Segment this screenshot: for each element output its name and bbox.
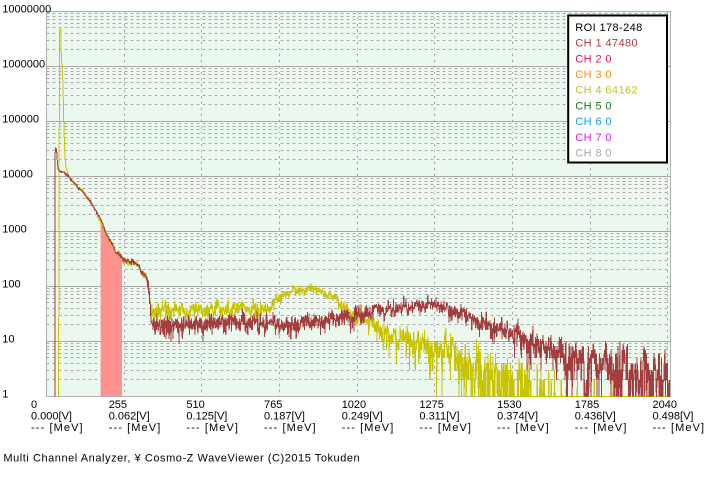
- svg-text:--- [MeV]: --- [MeV]: [419, 422, 472, 434]
- svg-text:--- [MeV]: --- [MeV]: [264, 422, 317, 434]
- svg-text:510: 510: [186, 399, 204, 411]
- svg-text:0.374[V]: 0.374[V]: [497, 410, 538, 422]
- svg-text:CH 2 0: CH 2 0: [575, 53, 612, 65]
- svg-text:--- [MeV]: --- [MeV]: [342, 422, 395, 434]
- svg-text:255: 255: [109, 399, 127, 411]
- svg-text:0.498[V]: 0.498[V]: [653, 410, 694, 422]
- svg-text:CH 8 0: CH 8 0: [575, 148, 612, 160]
- svg-text:--- [MeV]: --- [MeV]: [497, 422, 550, 434]
- svg-text:0.062[V]: 0.062[V]: [109, 410, 150, 422]
- svg-text:0.311[V]: 0.311[V]: [419, 410, 459, 422]
- svg-text:CH 7 0: CH 7 0: [575, 132, 612, 144]
- svg-text:1000000: 1000000: [2, 58, 45, 70]
- svg-text:--- [MeV]: --- [MeV]: [31, 422, 84, 434]
- svg-text:CH 3 0: CH 3 0: [575, 69, 612, 81]
- svg-text:ROI 178-248: ROI 178-248: [575, 22, 642, 34]
- svg-text:0.125[V]: 0.125[V]: [186, 410, 227, 422]
- svg-text:1000: 1000: [2, 223, 26, 235]
- svg-text:1530: 1530: [497, 399, 521, 411]
- svg-text:10000: 10000: [2, 168, 33, 180]
- svg-text:1020: 1020: [342, 399, 366, 411]
- svg-text:2040: 2040: [653, 399, 677, 411]
- svg-text:0.187[V]: 0.187[V]: [264, 410, 305, 422]
- svg-text:1: 1: [2, 388, 8, 400]
- svg-text:10: 10: [2, 333, 14, 345]
- svg-text:0: 0: [31, 399, 37, 411]
- svg-text:--- [MeV]: --- [MeV]: [109, 422, 162, 434]
- svg-text:CH 1 47480: CH 1 47480: [575, 38, 638, 50]
- svg-text:1275: 1275: [419, 399, 443, 411]
- svg-text:CH 4 64162: CH 4 64162: [575, 85, 638, 97]
- svg-text:100: 100: [2, 278, 20, 290]
- svg-text:0.000[V]: 0.000[V]: [31, 410, 72, 422]
- svg-text:1785: 1785: [575, 399, 599, 411]
- svg-text:--- [MeV]: --- [MeV]: [186, 422, 239, 434]
- svg-text:0.436[V]: 0.436[V]: [575, 410, 616, 422]
- svg-text:--- [MeV]: --- [MeV]: [575, 422, 628, 434]
- svg-text:CH 6 0: CH 6 0: [575, 116, 612, 128]
- svg-text:10000000: 10000000: [2, 3, 51, 15]
- svg-text:Multi Channel Analyzer, ¥ Cosm: Multi Channel Analyzer, ¥ Cosmo-Z WaveVi…: [3, 452, 360, 464]
- svg-text:--- [MeV]: --- [MeV]: [653, 422, 706, 434]
- svg-text:100000: 100000: [2, 113, 39, 125]
- svg-text:CH 5 0: CH 5 0: [575, 101, 612, 113]
- svg-text:765: 765: [264, 399, 282, 411]
- svg-text:0.249[V]: 0.249[V]: [342, 410, 383, 422]
